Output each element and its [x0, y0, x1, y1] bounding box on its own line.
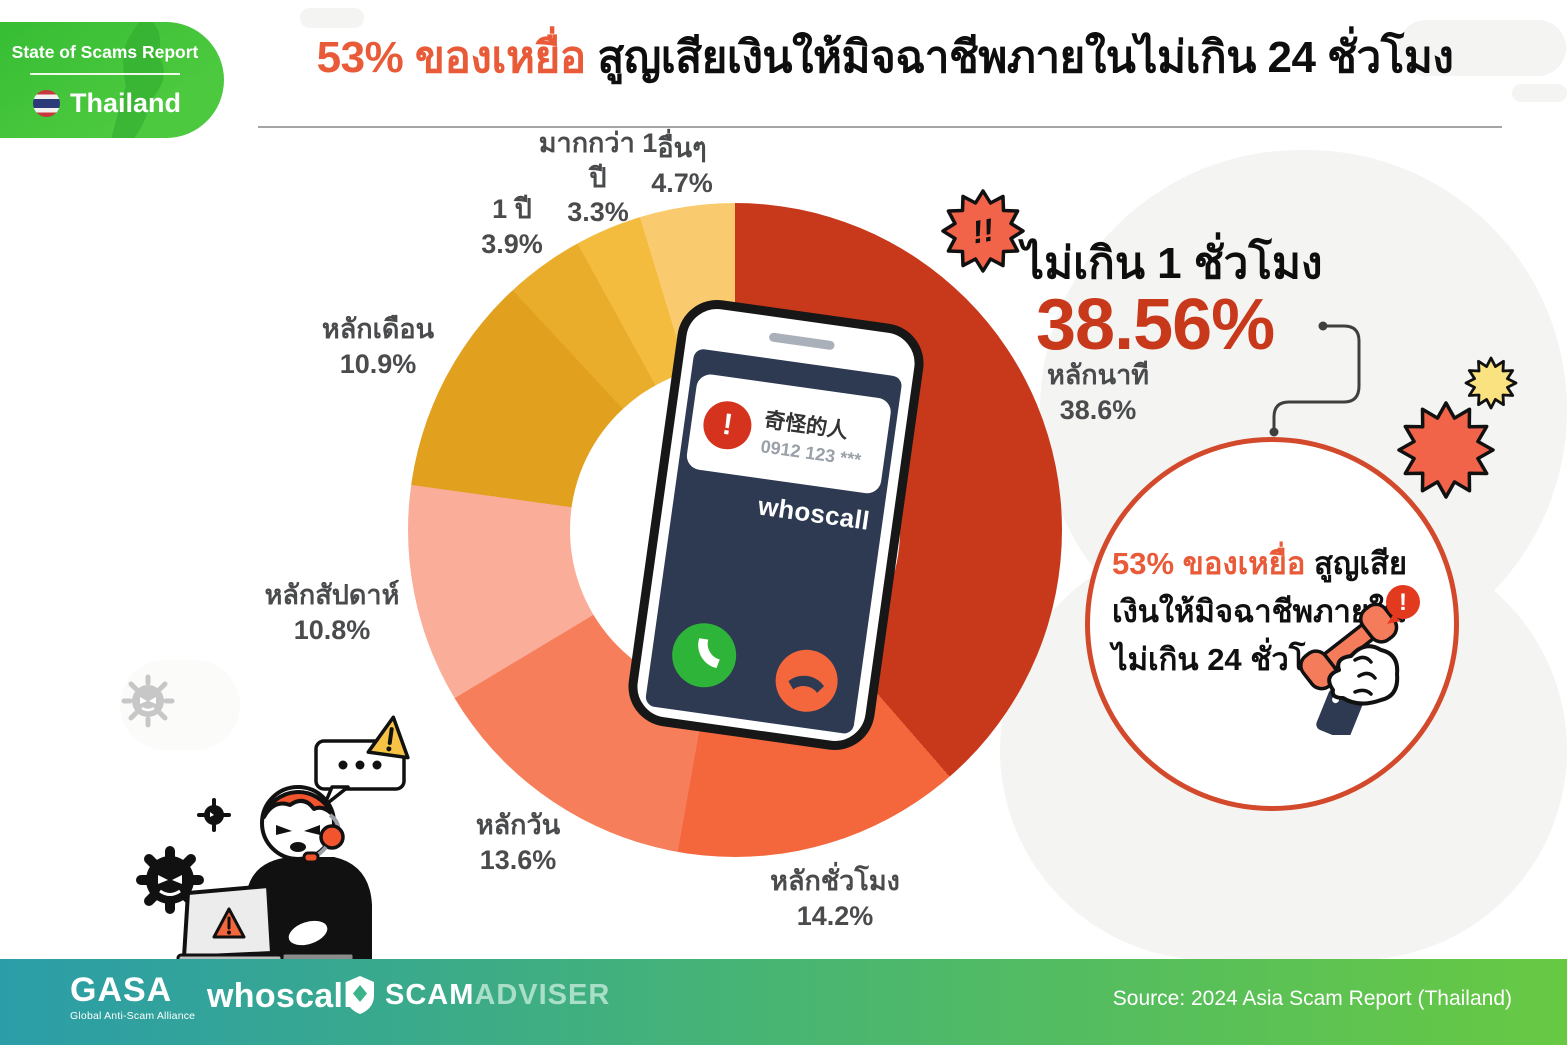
- phone-speaker: [768, 332, 836, 351]
- scamadviser-scam: SCAM: [385, 978, 475, 1011]
- segment-label-text: มากกว่า 1 ปี: [538, 128, 658, 193]
- segment-label-value: 3.9%: [481, 228, 543, 259]
- phone-hangup-icon: [788, 675, 825, 693]
- segment-label-hours: หลักชั่วโมง 14.2%: [770, 864, 900, 933]
- title-rest: สูญเสียเงินให้มิจฉาชีพภายในไม่เกิน 24 ชั…: [585, 33, 1454, 82]
- scammer-illustration: [121, 674, 410, 961]
- caller-id-card: ! 奇怪的人 0912 123 ***: [685, 372, 893, 496]
- scamadviser-adviser: ADVISER: [474, 978, 611, 1011]
- segment-label-others: อื่นๆ 4.7%: [651, 131, 713, 200]
- segment-label-value: 10.8%: [293, 614, 371, 645]
- segment-label-text: หลักนาที: [1046, 360, 1150, 390]
- watermark-pill: [1512, 84, 1567, 102]
- country-map-silhouette: [111, 22, 164, 138]
- report-badge: State of Scams Report Thailand: [0, 22, 224, 138]
- whoscall-logo: whoscall: [207, 977, 354, 1015]
- title-highlight: 53% ของเหยื่อ: [316, 33, 587, 82]
- hand-phone-icon: !: [1299, 585, 1420, 735]
- badge-report-label: State of Scams Report: [11, 42, 199, 62]
- star-burst-icon-yellow: [1464, 356, 1518, 410]
- segment-label-text: หลักสัปดาห์: [264, 580, 400, 610]
- segment-label-value: 10.9%: [339, 348, 417, 379]
- badge-country-label: Thailand: [69, 88, 181, 118]
- shield-icon: [346, 976, 374, 1014]
- hero-value: 38.56%: [1036, 285, 1275, 365]
- gasa-logo: GASA Global Anti-Scam Alliance: [70, 973, 195, 1022]
- thailand-flag-icon: [32, 90, 60, 117]
- phone-handset-icon: [698, 638, 720, 668]
- svg-text:!: !: [1399, 589, 1407, 616]
- segment-label-value: 14.2%: [796, 900, 874, 931]
- segment-label-value: 4.7%: [651, 167, 713, 198]
- warning-triangle-icon: [366, 715, 410, 760]
- segment-label-days: หลักวัน 13.6%: [476, 808, 560, 877]
- caller-alert-icon: !: [700, 398, 755, 453]
- scammer-person: [246, 785, 372, 961]
- segment-label-over1year: มากกว่า 1 ปี 3.3%: [533, 126, 663, 230]
- hero-label: ไม่เกิน 1 ชั่วโมง: [1022, 239, 1323, 288]
- segment-label-1year: 1 ปี 3.9%: [481, 192, 543, 261]
- source-label: Source: 2024 Asia Scam Report (Thailand): [1112, 987, 1512, 1010]
- segment-label-months: หลักเดือน 10.9%: [322, 312, 434, 381]
- segment-label-value: 3.3%: [567, 197, 629, 228]
- scamadviser-logo: SCAMADVISER: [345, 975, 610, 1015]
- segment-label-weeks: หลักสัปดาห์ 10.8%: [265, 578, 400, 647]
- alert-burst-icon: !!: [940, 188, 1026, 274]
- star-burst-icon-red: [1396, 400, 1496, 500]
- segment-label-value: 38.6%: [1059, 394, 1137, 425]
- virus-icon: [121, 674, 175, 728]
- callout-line2: เงินให้มิจฉาชีพภายใน: [1112, 594, 1406, 630]
- segment-label-text: 1 ปี: [492, 194, 532, 224]
- segment-label-value: 13.6%: [479, 844, 557, 875]
- page-title: 53% ของเหยื่อ สูญเสียเงินให้มิจฉาชีพภายใ…: [250, 22, 1520, 92]
- decline-call-button: [771, 645, 842, 716]
- segment-label-text: หลักชั่วโมง: [770, 866, 900, 896]
- laptop-icon: [176, 884, 356, 961]
- callout-highlight: 53% ของเหยื่อ: [1112, 546, 1306, 581]
- segment-label-text: หลักวัน: [475, 810, 561, 840]
- footer-bar: GASA Global Anti-Scam Alliance whoscall …: [0, 959, 1567, 1045]
- alert-burst-text: !!: [969, 210, 997, 251]
- badge-divider: [30, 73, 180, 75]
- segment-label-text: หลักเดือน: [321, 314, 435, 344]
- segment-label-minutes: หลักนาที 38.6%: [1047, 358, 1149, 427]
- phone-screen: ! 奇怪的人 0912 123 *** whoscall: [644, 347, 903, 735]
- callout-line1: สูญเสีย: [1305, 546, 1408, 581]
- whoscall-brand-label: whoscall: [756, 490, 872, 536]
- watermark-pill: [300, 8, 364, 28]
- phone-illustration: ! 奇怪的人 0912 123 *** whoscall: [623, 294, 929, 756]
- gasa-wordmark: GASA: [70, 971, 173, 1009]
- segment-label-text: อื่นๆ: [657, 133, 707, 163]
- watermark-pill: [1398, 20, 1566, 76]
- virus-icon-small: [197, 798, 231, 832]
- gasa-subtitle: Global Anti-Scam Alliance: [70, 1010, 196, 1022]
- answer-call-button: [668, 619, 741, 692]
- callout-text: 53% ของเหยื่อ สูญเสีย เงินให้มิจฉาชีพภาย…: [1112, 540, 1432, 684]
- title-divider: [258, 126, 1502, 128]
- gear-icon: [136, 846, 204, 914]
